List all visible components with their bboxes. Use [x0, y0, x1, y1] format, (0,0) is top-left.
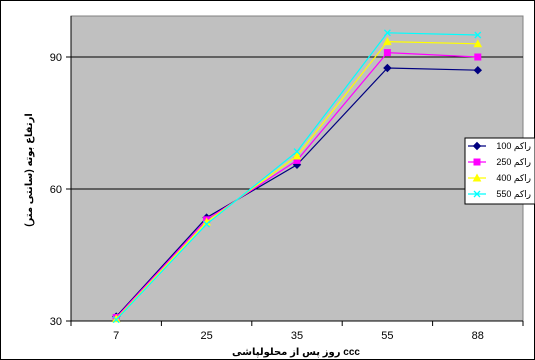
- data-point: [473, 65, 483, 75]
- y-tick-label: 30: [50, 316, 62, 328]
- y-axis-title: ارتفاع بوته (سانتی متر): [24, 113, 35, 227]
- data-point: [474, 31, 482, 39]
- legend-label: راکم 550: [496, 189, 531, 200]
- legend-marker: [473, 190, 481, 198]
- x-tick-label: 35: [291, 330, 303, 342]
- data-point: [473, 39, 483, 48]
- legend-label: راکم 400: [496, 173, 531, 184]
- x-axis-title: روز پس از محلولپاشی ccc: [232, 347, 360, 358]
- series-4: [112, 29, 482, 324]
- legend-item: راکم 400: [468, 173, 531, 184]
- data-point: [474, 53, 482, 61]
- data-point: [112, 316, 120, 324]
- data-point: [383, 63, 392, 73]
- data-point: [203, 220, 211, 228]
- data-point: [292, 151, 302, 160]
- legend-item: راکم 250: [468, 157, 531, 168]
- data-point: [383, 29, 391, 37]
- legend-item: راکم 550: [468, 189, 531, 200]
- y-tick-label: 90: [50, 52, 62, 64]
- legend-label: راکم 100: [496, 141, 531, 152]
- x-tick-label: 88: [472, 330, 484, 342]
- x-tick-label: 55: [381, 330, 393, 342]
- legend-marker: [472, 141, 482, 151]
- legend: راکم 100 راکم 250 راکم 400 راکم 550: [464, 137, 535, 205]
- series-layer: [111, 29, 483, 324]
- legend-marker: [473, 158, 481, 166]
- data-point: [293, 148, 301, 156]
- y-axis-ticks: 30 60 90: [50, 52, 71, 328]
- x-axis-ticks: 7 25 35 55 88: [70, 321, 524, 342]
- gridlines: [71, 56, 523, 190]
- data-point: [383, 37, 392, 46]
- x-tick-label: 25: [200, 330, 212, 342]
- y-tick-label: 60: [50, 184, 62, 196]
- x-tick-label: 7: [113, 330, 119, 342]
- data-point: [383, 49, 391, 57]
- axes: [70, 16, 523, 322]
- legend-label: راکم 250: [496, 157, 531, 168]
- legend-item: راکم 100: [468, 141, 531, 152]
- legend-marker: [472, 173, 482, 182]
